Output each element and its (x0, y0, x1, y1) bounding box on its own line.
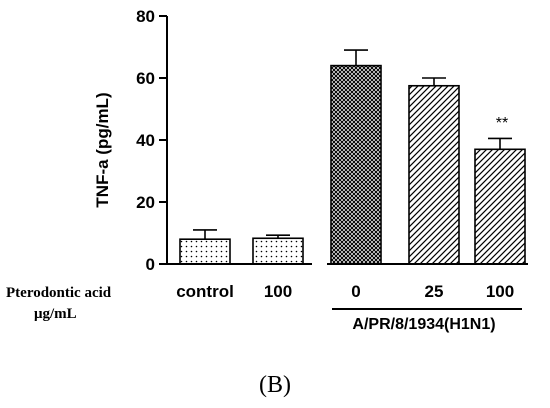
x-tick-label: 25 (425, 282, 444, 301)
y-axis-label: TNF-a (pg/mL) (93, 92, 112, 207)
bars (167, 49, 528, 265)
bar (474, 148, 526, 265)
bar (179, 238, 231, 265)
x-tick-label: 100 (264, 282, 292, 301)
group-label: A/PR/8/1934(H1N1) (352, 316, 495, 333)
bar (252, 237, 304, 265)
row-label-line2: μg/mL (34, 306, 77, 322)
y-ticks: 0 20 40 60 80 (136, 7, 167, 274)
x-tick-labels: control 100 0 25 100 (176, 282, 514, 301)
row-label-line1: Pterodontic acid (6, 285, 112, 301)
bar (330, 64, 382, 265)
y-tick-label: 40 (136, 131, 155, 150)
bar (408, 84, 460, 265)
y-tick-label: 20 (136, 193, 155, 212)
x-tick-label: 100 (486, 282, 514, 301)
y-tick-label: 0 (146, 255, 155, 274)
x-tick-label: control (176, 282, 234, 301)
significance-annotation: ** (496, 115, 508, 132)
y-tick-label: 60 (136, 69, 155, 88)
panel-label: (B) (259, 372, 291, 398)
x-tick-label: 0 (351, 282, 360, 301)
y-tick-label: 80 (136, 7, 155, 26)
